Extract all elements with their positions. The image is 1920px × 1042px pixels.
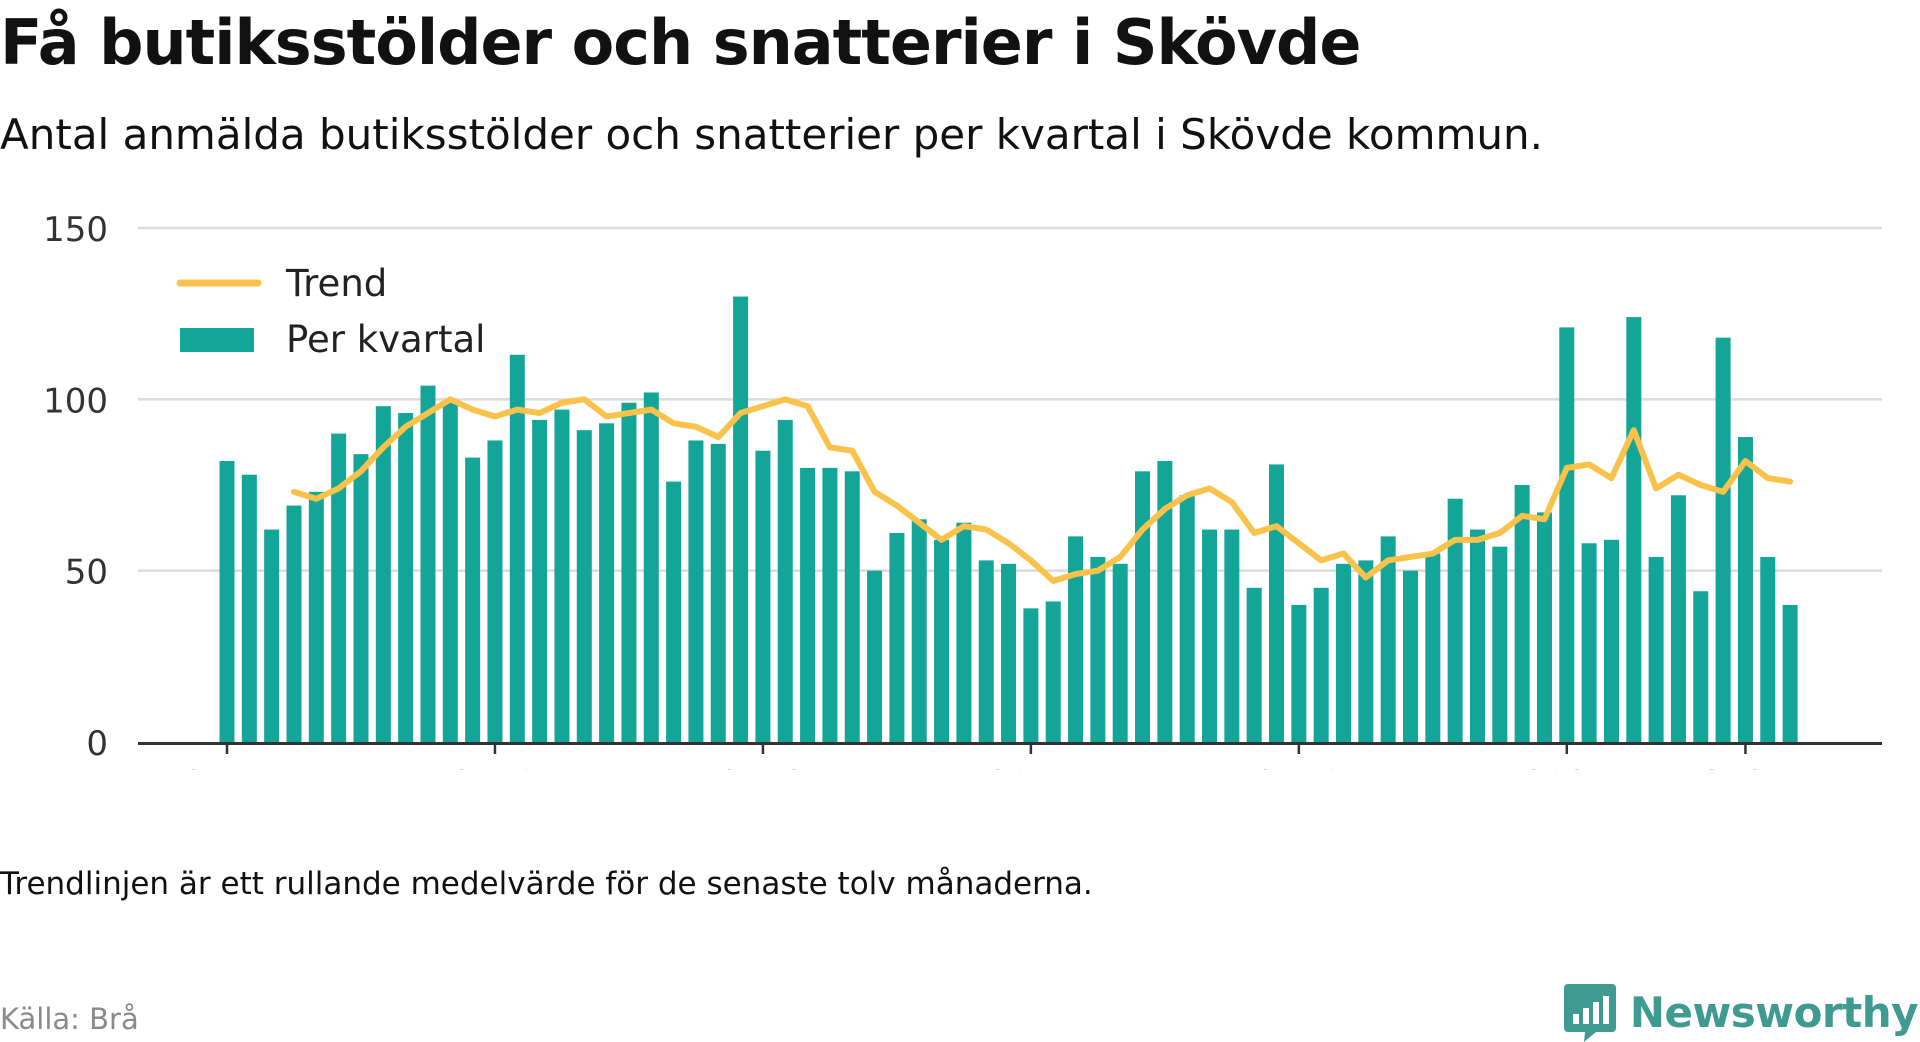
bar [1559, 327, 1575, 742]
bar [666, 481, 682, 742]
bar [1603, 539, 1619, 742]
bar [1514, 485, 1530, 742]
bar [1447, 498, 1463, 742]
bar [889, 532, 905, 742]
bar [755, 450, 771, 742]
bar [576, 430, 592, 742]
trend-line [290, 396, 1794, 584]
bar [308, 491, 324, 742]
bar [1112, 563, 1128, 742]
bar [1269, 464, 1285, 742]
bar [1157, 461, 1173, 742]
bar [643, 392, 659, 742]
bar [688, 440, 704, 742]
bar [442, 402, 458, 742]
bar [353, 454, 369, 742]
bar [219, 461, 235, 742]
bar [733, 296, 749, 742]
brand-name: Newsworthy [1629, 987, 1919, 1037]
x-tick-label: 2021 [1524, 764, 1611, 770]
bar [978, 560, 994, 742]
chart-title: Få butiksstölder och snatterier i Skövde [0, 6, 1361, 79]
bar [1425, 553, 1441, 742]
bar [1202, 529, 1218, 742]
bar [1135, 471, 1151, 742]
bar [800, 467, 816, 742]
bar [1246, 587, 1262, 742]
bar [621, 402, 637, 742]
bar [1492, 546, 1508, 742]
bar [1782, 604, 1798, 742]
bar [599, 423, 615, 742]
x-tick-label: 2012 [720, 764, 807, 770]
bar [375, 406, 391, 742]
source-label: Källa: Brå [0, 1002, 139, 1036]
y-tick-label: 100 [43, 381, 108, 421]
bar [844, 471, 860, 742]
y-tick-label: 50 [65, 553, 108, 593]
bar [1670, 495, 1686, 742]
bar [532, 419, 548, 742]
bar [1469, 529, 1485, 742]
bar [1068, 536, 1084, 742]
bar [1336, 563, 1351, 742]
bar [1291, 604, 1307, 742]
x-tick-label: 2023 [1702, 764, 1789, 770]
bar [1023, 608, 1039, 742]
bar [1313, 587, 1329, 742]
bar [934, 539, 950, 742]
x-tick-label: 2018 [1256, 764, 1343, 770]
y-axis-tick-labels: 0 50 100 150 [43, 210, 108, 764]
legend-bar-label: Per kvartal [286, 318, 485, 361]
y-tick-label: 0 [86, 724, 108, 764]
legend: Trend Per kvartal [176, 262, 485, 361]
brand-logo[interactable]: Newsworthy [1563, 982, 1919, 1042]
bar [1090, 556, 1106, 742]
chart: 0 50 100 150 2006 2009 2012 2015 2018 2021 2023 T… [43, 210, 1882, 770]
y-tick-label: 150 [43, 210, 108, 250]
bar [420, 385, 436, 742]
bar [911, 519, 927, 742]
x-axis-ticks: 2006 2009 2012 2015 2018 2021 2023 [184, 744, 1789, 770]
bar [465, 457, 481, 742]
bar [1001, 563, 1017, 742]
x-tick-label: 2015 [988, 764, 1075, 770]
bar [1402, 570, 1418, 742]
bar [1737, 437, 1753, 742]
bar [1648, 556, 1664, 742]
bar [777, 419, 793, 742]
bar [1380, 536, 1396, 742]
bar [286, 505, 302, 742]
bar [1179, 495, 1195, 742]
chart-note: Trendlinjen är ett rullande medelvärde f… [0, 866, 1093, 902]
chart-subtitle: Antal anmälda butiksstölder och snatteri… [0, 110, 1543, 159]
x-tick-label: 2009 [452, 764, 539, 770]
legend-trend-label: Trend [285, 262, 387, 305]
bar [398, 413, 414, 742]
bar [1715, 337, 1731, 742]
bar [1693, 591, 1709, 742]
bars-per-kvartal [219, 296, 1798, 742]
bar [867, 570, 883, 742]
bar-chart-speech-bubble-icon [1563, 984, 1616, 1042]
bar [1760, 556, 1776, 742]
bar [1358, 560, 1374, 742]
bar [1224, 529, 1240, 742]
bar [1581, 543, 1597, 742]
bar [1626, 317, 1642, 742]
bar [331, 433, 347, 742]
bar [554, 409, 570, 742]
bar [822, 467, 838, 742]
bar [1045, 601, 1061, 742]
legend-bar-swatch [180, 328, 254, 352]
bar [509, 354, 525, 742]
bar [241, 474, 257, 742]
bar [1536, 512, 1552, 742]
bar [956, 522, 972, 742]
bar [710, 443, 726, 742]
bar [264, 529, 280, 742]
bar [487, 440, 503, 742]
x-tick-label: 2006 [184, 764, 271, 770]
